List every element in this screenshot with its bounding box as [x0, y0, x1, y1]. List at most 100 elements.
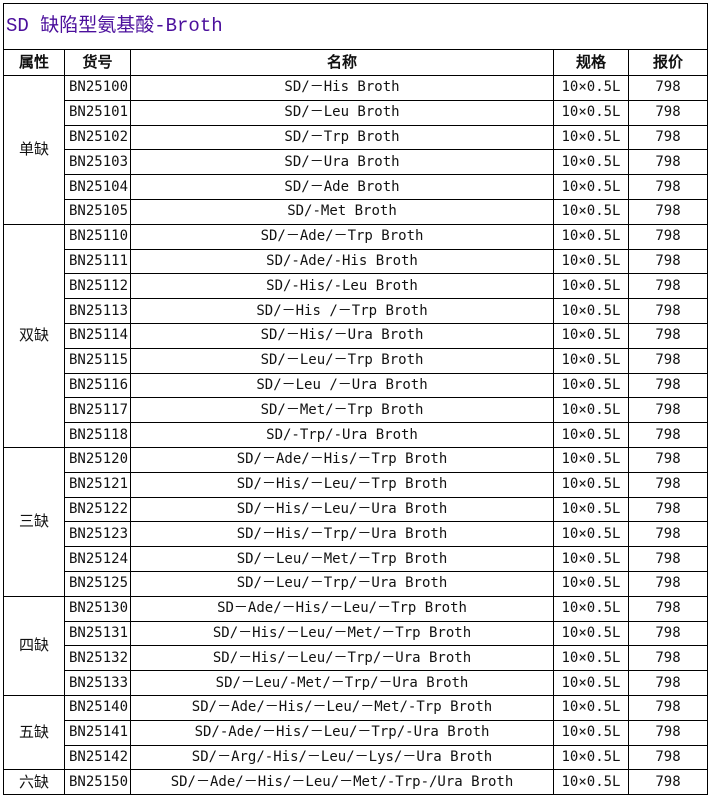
product-spec: 10×0.5L [553, 570, 629, 597]
product-name: SD/－Leu/－Trp/－Ura Broth [130, 570, 554, 597]
group-label: 四缺 [3, 595, 65, 696]
product-code: BN25113 [64, 298, 131, 324]
product-price: 798 [627, 496, 709, 523]
product-price: 798 [627, 322, 709, 349]
product-name: SD/－His/－Leu/－Trp/－Ura Broth [130, 645, 554, 672]
table-row: BN25118 SD/-Trp/-Ura Broth 10×0.5L 798 [4, 422, 709, 448]
product-price: 798 [627, 174, 709, 200]
table-body: 单缺 BN25100 SD/－His Broth 10×0.5L 798 BN25101 S… [3, 75, 709, 796]
product-code: BN25114 [64, 322, 131, 349]
product-name: SD/－Ura Broth [130, 149, 554, 176]
product-price: 798 [627, 670, 709, 696]
product-name: SD/－Trp Broth [130, 124, 554, 151]
table-row: BN25117 SD/－Met/－Trp Broth 10×0.5L 798 [4, 397, 709, 424]
product-spec: 10×0.5L [553, 174, 629, 200]
table-row: BN25114 SD/－His/－Ura Broth 10×0.5L 798 [4, 322, 709, 349]
table-row: BN25122 SD/－His/－Leu/－Ura Broth 10×0.5L 798 [4, 496, 709, 523]
table-row: BN25131 SD/－His/－Leu/－Met/－Trp Broth 10×0.… [4, 620, 709, 647]
product-code: BN25133 [64, 670, 131, 696]
product-name: SD/－Ade Broth [130, 174, 554, 200]
header-row: 属性 货号 名称 规格 报价 [3, 49, 709, 76]
header-attribute: 属性 [3, 49, 65, 76]
product-name: SD/－Leu Broth [130, 99, 554, 126]
title-row: SD 缺陷型氨基酸-Broth [2, 3, 709, 50]
table-title: SD 缺陷型氨基酸-Broth [2, 3, 709, 50]
product-spec: 10×0.5L [553, 694, 629, 721]
product-code: BN25141 [64, 719, 131, 746]
product-code: BN25150 [64, 769, 131, 796]
table-row: BN25142 SD/－Arg/-His/－Leu/－Lys/－Ura Broth… [4, 744, 709, 771]
product-name: SD/－Leu/-Met/－Trp/－Ura Broth [130, 670, 554, 696]
product-price: 798 [627, 198, 709, 225]
product-name: SD/－His/－Leu/－Trp Broth [130, 471, 554, 498]
product-name: SD/-His/-Leu Broth [130, 273, 554, 300]
product-name: SD/－His/－Trp/－Ura Broth [130, 521, 554, 548]
product-price: 798 [627, 223, 709, 250]
table-row: BN25116 SD/－Leu /－Ura Broth 10×0.5L 798 [4, 372, 709, 399]
product-spec: 10×0.5L [553, 645, 629, 672]
product-price: 798 [627, 397, 709, 424]
header-price: 报价 [627, 49, 709, 76]
product-name: SD/－His Broth [130, 75, 554, 101]
product-price: 798 [627, 75, 709, 101]
product-price: 798 [627, 347, 709, 374]
product-code: BN25100 [64, 75, 131, 101]
product-spec: 10×0.5L [553, 248, 629, 275]
product-code: BN25140 [64, 694, 131, 721]
product-spec: 10×0.5L [553, 298, 629, 324]
group-label: 双缺 [3, 223, 65, 448]
product-name: SD/-Ade/－His/－Leu/－Trp/-Ura Broth [130, 719, 554, 746]
product-spec: 10×0.5L [553, 496, 629, 523]
product-spec: 10×0.5L [553, 521, 629, 548]
product-price: 798 [627, 99, 709, 126]
table-row: BN25123 SD/－His/－Trp/－Ura Broth 10×0.5L 798 [4, 521, 709, 548]
product-name: SD/-Met Broth [130, 198, 554, 225]
product-code: BN25117 [64, 397, 131, 424]
product-spec: 10×0.5L [553, 149, 629, 176]
product-table: SD 缺陷型氨基酸-Broth 属性 货号 名称 规格 报价 单缺 BN25100… [2, 3, 709, 796]
product-name: SD/－Ade/－His/－Trp Broth [130, 446, 554, 473]
product-name: SD/-Trp/-Ura Broth [130, 422, 554, 448]
product-code: BN25103 [64, 149, 131, 176]
product-name: SD/－Ade/－His/－Leu/－Met/-Trp-/Ura Broth [130, 769, 554, 796]
product-spec: 10×0.5L [553, 670, 629, 696]
table-row: BN25104 SD/－Ade Broth 10×0.5L 798 [4, 174, 709, 200]
table-row: 单缺 BN25100 SD/－His Broth 10×0.5L 798 [3, 75, 709, 225]
product-spec: 10×0.5L [553, 595, 629, 622]
product-code: BN25115 [64, 347, 131, 374]
product-price: 798 [627, 248, 709, 275]
table-row: BN25111 SD/-Ade/-His Broth 10×0.5L 798 [4, 248, 709, 275]
header-spec: 规格 [553, 49, 629, 76]
table-row: BN25102 SD/－Trp Broth 10×0.5L 798 [4, 124, 709, 151]
product-spec: 10×0.5L [553, 198, 629, 225]
product-name: SD/－Leu/－Trp Broth [130, 347, 554, 374]
table-row: BN25103 SD/－Ura Broth 10×0.5L 798 [4, 149, 709, 176]
product-code: BN25112 [64, 273, 131, 300]
group-label: 三缺 [3, 446, 65, 597]
product-code: BN25105 [64, 198, 131, 225]
product-name: SD－Ade/－His/－Leu/－Trp Broth [130, 595, 554, 622]
table-row: BN25125 SD/－Leu/－Trp/－Ura Broth 10×0.5L 798 [4, 570, 709, 597]
product-spec: 10×0.5L [553, 719, 629, 746]
product-name: SD/－Ade/－Trp Broth [130, 223, 554, 250]
product-spec: 10×0.5L [553, 75, 629, 101]
product-spec: 10×0.5L [553, 471, 629, 498]
table-row: BN25133 SD/－Leu/-Met/－Trp/－Ura Broth 10×0.… [4, 670, 709, 696]
product-price: 798 [627, 124, 709, 151]
group-label: 六缺 [3, 769, 65, 796]
table-row: 双缺 BN25110 SD/－Ade/－Trp Broth 10×0.5L 798 [3, 223, 709, 448]
product-name: SD/-Ade/-His Broth [130, 248, 554, 275]
product-spec: 10×0.5L [553, 397, 629, 424]
product-price: 798 [627, 769, 709, 796]
product-code: BN25102 [64, 124, 131, 151]
product-name: SD/－Met/－Trp Broth [130, 397, 554, 424]
product-code: BN25131 [64, 620, 131, 647]
product-price: 798 [627, 446, 709, 473]
product-price: 798 [627, 298, 709, 324]
header-code: 货号 [64, 49, 131, 76]
product-spec: 10×0.5L [553, 744, 629, 771]
product-price: 798 [627, 372, 709, 399]
product-spec: 10×0.5L [553, 223, 629, 250]
table-row: 六缺 BN25150 SD/－Ade/－His/－Leu/－Met/-Trp-/Ur… [3, 769, 709, 796]
product-price: 798 [627, 719, 709, 746]
